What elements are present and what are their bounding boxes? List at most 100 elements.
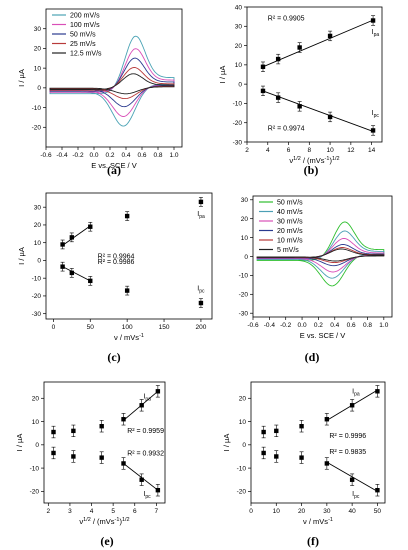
panel-label: (d) bbox=[305, 350, 320, 364]
x-tick-label: 0.8 bbox=[153, 152, 162, 159]
x-axis-label-sup: 1/2 bbox=[83, 517, 91, 523]
legend-label: 50 mV/s bbox=[277, 200, 303, 207]
y-tick-label: 30 bbox=[241, 197, 249, 204]
data-point bbox=[275, 95, 281, 100]
x-tick-label: 0.6 bbox=[137, 152, 146, 159]
x-tick-label: 10 bbox=[273, 508, 281, 515]
y-tick-label: -20 bbox=[32, 125, 42, 132]
x-tick-label: 5 bbox=[111, 508, 115, 515]
series-label-sub: pa bbox=[145, 396, 151, 402]
x-axis-label-sup: -1 bbox=[139, 333, 144, 339]
series-label-sub: pc bbox=[354, 494, 360, 500]
legend-label: 100 mV/s bbox=[70, 22, 100, 29]
y-axis-label: I / µA bbox=[218, 66, 227, 84]
series-label: Ipa bbox=[143, 393, 151, 402]
x-axis-label-part: ν / mVs bbox=[303, 517, 328, 526]
data-point bbox=[99, 455, 104, 460]
series-label-main: I bbox=[143, 491, 145, 498]
cv-series-0 bbox=[49, 35, 175, 127]
data-point bbox=[155, 488, 161, 493]
y-tick-label: 20 bbox=[34, 46, 42, 53]
data-point bbox=[261, 429, 266, 435]
x-tick-label: -0.6 bbox=[247, 322, 259, 329]
series-pc: Ipc R² = 0.9974 bbox=[260, 85, 380, 136]
series-label-sub: pc bbox=[145, 494, 151, 500]
x-tick-label: 0.4 bbox=[330, 322, 339, 329]
cv-curves bbox=[256, 221, 385, 287]
series-label: Ipa bbox=[197, 211, 205, 220]
x-axis-label: ν / mVs-1 bbox=[114, 333, 144, 342]
y-tick-label: -10 bbox=[237, 465, 247, 472]
y-tick-label: 20 bbox=[239, 396, 247, 403]
y-tick-label: -10 bbox=[30, 465, 40, 472]
x-axis-label-sup: -1 bbox=[115, 517, 120, 523]
y-tick-label: 20 bbox=[34, 222, 42, 229]
r-squared-label: R² = 0.9959 bbox=[127, 428, 164, 435]
x-axis-label: E vs. SCE / V bbox=[91, 161, 136, 170]
y-axis-label: I / µA bbox=[17, 69, 26, 87]
legend-label: 20 mV/s bbox=[277, 228, 303, 235]
x-tick-label: -0.4 bbox=[264, 322, 276, 329]
legend-label: 40 mV/s bbox=[277, 209, 303, 216]
data-point bbox=[370, 128, 376, 133]
y-tick-label: -30 bbox=[239, 311, 249, 318]
y-tick-label: 0 bbox=[242, 442, 246, 449]
data-point bbox=[324, 461, 330, 466]
y-tick-label: 20 bbox=[235, 43, 243, 50]
data-point bbox=[327, 114, 333, 120]
data-point bbox=[297, 45, 302, 50]
data-point bbox=[261, 450, 266, 456]
fit-line bbox=[62, 266, 91, 282]
y-tick-label: 10 bbox=[241, 235, 249, 242]
data-point bbox=[69, 235, 75, 240]
series-label-main: I bbox=[197, 211, 199, 218]
y-tick-label: 20 bbox=[32, 396, 40, 403]
data-point bbox=[124, 288, 130, 293]
series-label: Ipa bbox=[352, 389, 360, 398]
x-tick-label: 2 bbox=[245, 147, 249, 154]
series-label: Ipc bbox=[197, 286, 205, 295]
x-tick-label: 6 bbox=[133, 508, 137, 515]
x-tick-label: -0.2 bbox=[280, 322, 292, 329]
y-tick-label: 10 bbox=[239, 419, 247, 426]
data-point bbox=[299, 424, 304, 429]
data-point bbox=[324, 417, 330, 422]
legend-label: 12.5 mV/s bbox=[70, 51, 102, 58]
fit-line bbox=[262, 19, 374, 68]
r-squared-label: R² = 0.9986 bbox=[98, 259, 135, 266]
data-point bbox=[198, 300, 204, 306]
y-tick-label: -10 bbox=[233, 101, 243, 108]
x-axis-label: ν1/2 / (mVs-1)1/2 bbox=[289, 156, 339, 165]
data-point bbox=[51, 450, 56, 456]
y-tick-label: 40 bbox=[235, 4, 243, 11]
series-label: Ipc bbox=[372, 110, 380, 119]
y-tick-label: 30 bbox=[34, 26, 42, 33]
series-label-main: I bbox=[143, 393, 145, 400]
data-point bbox=[88, 278, 93, 284]
series-pc: Ipc R² = 0.9932 bbox=[51, 446, 164, 500]
data-point bbox=[60, 264, 65, 269]
x-tick-label: 0.4 bbox=[121, 152, 130, 159]
data-point bbox=[124, 213, 130, 219]
x-tick-label: 8 bbox=[307, 147, 311, 154]
x-axis-label-sup: -1 bbox=[328, 517, 333, 523]
y-tick-label: 0 bbox=[37, 258, 41, 265]
y-tick-label: 0 bbox=[244, 254, 248, 261]
x-tick-label: 1.0 bbox=[169, 152, 178, 159]
series-pa: Ipa R² = 0.9964 bbox=[60, 197, 205, 261]
x-tick-label: 40 bbox=[349, 508, 357, 515]
legend-label: 10 mV/s bbox=[277, 238, 303, 245]
chart-f: 0 10 20 30 40 50 -20 -10 0 10 20 I / µA ν / mVs-1 (f)… bbox=[222, 381, 386, 548]
x-axis-label-part: ν bbox=[79, 517, 83, 526]
x-tick-label: 3 bbox=[68, 508, 72, 515]
y-tick-label: 0 bbox=[37, 85, 41, 92]
cv-series-5 bbox=[256, 248, 385, 262]
x-tick-label: 0 bbox=[52, 324, 56, 331]
data-point bbox=[71, 428, 76, 434]
plot-frame bbox=[45, 8, 183, 148]
data-point bbox=[155, 389, 161, 394]
series-label-sub: pa bbox=[354, 392, 360, 398]
y-tick-label: -20 bbox=[32, 293, 42, 300]
x-axis-label-sup: 1/2 bbox=[122, 517, 130, 523]
x-tick-label: 20 bbox=[298, 508, 306, 515]
